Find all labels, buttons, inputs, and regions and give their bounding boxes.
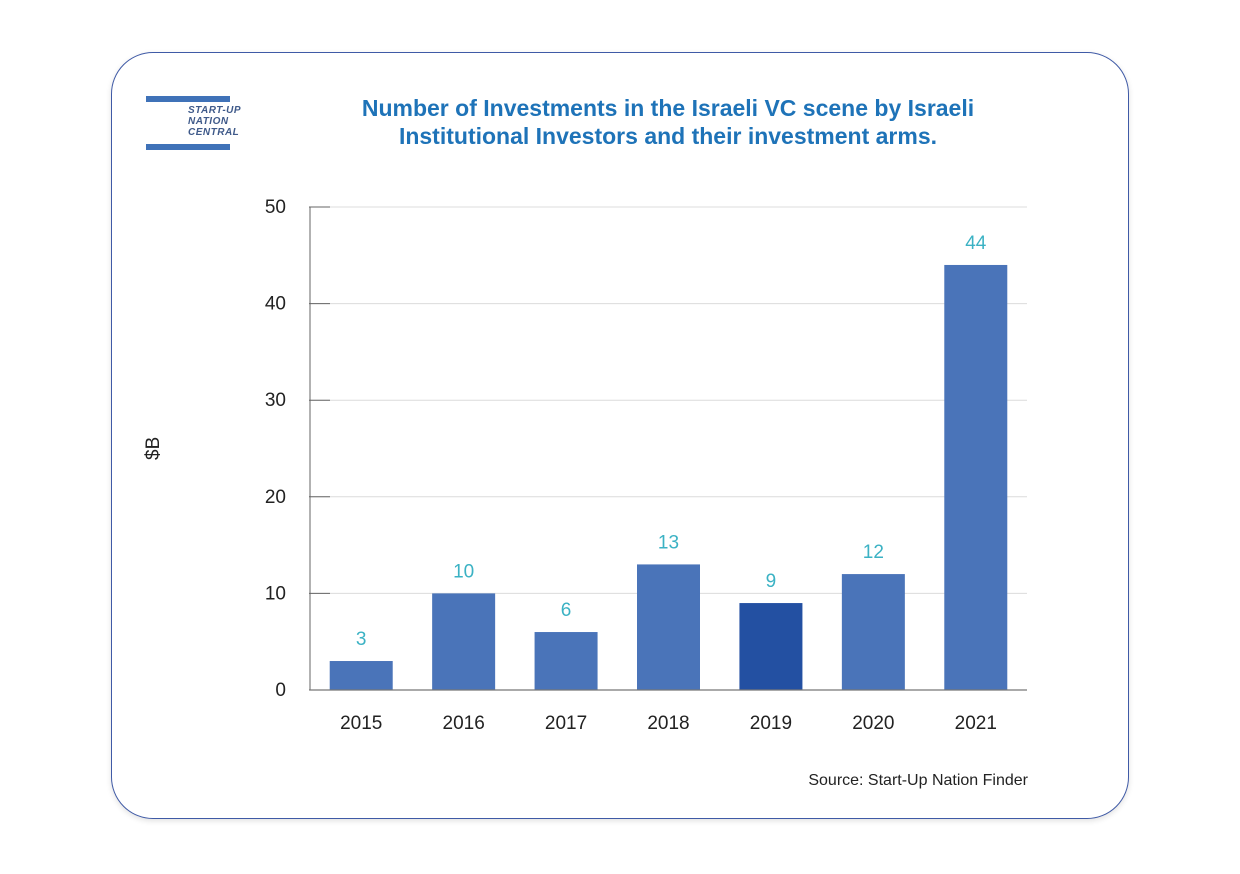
data-label-2020: 12 (863, 542, 884, 563)
chart-title-line-2: Institutional Investors and their invest… (398, 123, 938, 149)
bar-2021 (944, 264, 1008, 690)
x-tick-label-2020: 2020 (852, 713, 894, 734)
bars (329, 264, 1008, 690)
axes (309, 207, 1027, 691)
y-tick-label-0: 0 (275, 680, 286, 701)
logo-bottom-bar (146, 144, 230, 150)
data-label-2017: 6 (561, 600, 572, 621)
data-label-2021: 44 (965, 233, 987, 254)
chart-title-line-1: Number of Investments in the Israeli VC … (361, 95, 975, 121)
bar-2015 (329, 661, 393, 690)
x-tick-label-2016: 2016 (443, 713, 485, 734)
bar-2020 (841, 574, 905, 690)
chart-title: Number of Investments in the Israeli VC … (300, 94, 1036, 150)
logo-top-bar (146, 96, 230, 102)
data-label-2018: 13 (658, 532, 679, 553)
data-labels: 3 10 6 13 9 12 44 (356, 233, 987, 650)
y-tick-label-50: 50 (265, 197, 286, 218)
start-up-nation-central-logo: START-UP NATION CENTRAL (146, 96, 266, 152)
logo-line-2: NATION (188, 116, 229, 127)
data-label-2019: 9 (766, 571, 777, 592)
logo-line-3: CENTRAL (188, 127, 240, 138)
source-note: Source: Start-Up Nation Finder (808, 772, 1028, 789)
x-tick-label-2015: 2015 (340, 713, 382, 734)
y-tick-label-40: 40 (265, 294, 286, 315)
y-tick-label-10: 10 (265, 583, 286, 604)
logo-text: START-UP NATION CENTRAL (188, 105, 241, 138)
y-tick-label-20: 20 (265, 487, 286, 508)
y-tick-label-30: 30 (265, 390, 286, 411)
bar-2018 (637, 564, 700, 690)
bar-2016 (432, 593, 496, 690)
x-tick-label-2018: 2018 (647, 713, 689, 734)
data-label-2016: 10 (453, 561, 474, 582)
x-tick-label-2017: 2017 (545, 713, 587, 734)
x-tick-label-2021: 2021 (955, 713, 997, 734)
data-label-2015: 3 (356, 629, 367, 650)
bar-2019 (739, 603, 803, 690)
y-tick-labels: 0 10 20 30 40 50 (265, 197, 286, 701)
x-tick-label-2019: 2019 (750, 713, 792, 734)
x-tick-labels: 2015 2016 2017 2018 2019 2020 2021 (340, 713, 997, 734)
logo-line-1: START-UP (188, 105, 242, 116)
bar-2017 (534, 632, 598, 690)
